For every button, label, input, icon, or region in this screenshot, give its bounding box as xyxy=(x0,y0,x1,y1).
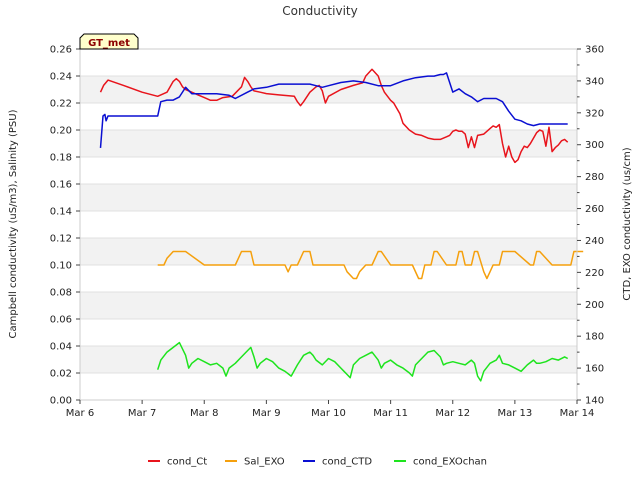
x-axis: Mar 6 Mar 7 Mar 8 Mar 9 Mar 10 Mar 11 Mar 12 Ma… xyxy=(66,400,595,419)
y-left-tick-label: 0.24 xyxy=(50,72,72,83)
y-axis-left: 0.00 0.02 0.04 0.06 0.08 0.10 0.12 0.14 0.16 0.18… xyxy=(50,45,80,407)
legend: cond_Ct Sal_EXO cond_CTD cond_EXOchan xyxy=(148,457,487,468)
y-axis-left-title: Campbell conductivity (uS/m3), Salinity … xyxy=(8,109,19,338)
y-left-tick-label: 0.04 xyxy=(50,342,72,353)
y-right-tick-label: 180 xyxy=(585,332,604,343)
legend-item-cond-ct: cond_Ct xyxy=(148,457,207,468)
y-right-tick-label: 240 xyxy=(585,236,604,247)
series-line-cond-ct xyxy=(99,68,569,164)
x-tick-label: Mar 8 xyxy=(190,408,218,419)
grid-bands xyxy=(80,75,577,401)
gt-met-badge: GT_met xyxy=(79,33,139,50)
y-left-tick-label: 0.06 xyxy=(50,315,72,326)
x-tick-label: Mar 7 xyxy=(128,408,156,419)
legend-item-sal-exo: Sal_EXO xyxy=(225,457,285,468)
grid-band xyxy=(80,76,577,103)
legend-item-cond-exochan: cond_EXOchan xyxy=(394,457,487,468)
badge-label: GT_met xyxy=(88,38,130,49)
legend-label: cond_CTD xyxy=(322,457,372,468)
grid-band xyxy=(80,130,577,157)
y-right-tick-label: 140 xyxy=(585,396,604,407)
y-left-tick-label: 0.14 xyxy=(50,207,72,218)
y-axis-right-title: CTD, EXO conductivity (us/cm) xyxy=(622,147,633,300)
legend-label: cond_EXOchan xyxy=(413,457,487,468)
x-tick-label: Mar 12 xyxy=(435,408,470,419)
series-line-cond-ctd xyxy=(99,72,568,148)
y-right-tick-label: 300 xyxy=(585,140,604,151)
y-left-tick-label: 0.26 xyxy=(50,45,72,56)
y-right-tick-label: 320 xyxy=(585,108,604,119)
series-line-sal-exo xyxy=(157,250,584,280)
y-left-tick-label: 0.22 xyxy=(50,99,72,110)
y-left-tick-label: 0.12 xyxy=(50,234,72,245)
grid-band xyxy=(80,292,577,319)
legend-label: cond_Ct xyxy=(167,457,207,468)
y-left-tick-label: 0.18 xyxy=(50,153,72,164)
y-left-tick-label: 0.16 xyxy=(50,180,72,191)
y-left-tick-label: 0.02 xyxy=(50,369,72,380)
x-tick-label: Mar 6 xyxy=(66,408,94,419)
y-right-tick-label: 160 xyxy=(585,364,604,375)
y-left-tick-label: 0.20 xyxy=(50,126,72,137)
y-right-tick-label: 360 xyxy=(585,45,604,56)
grid-band xyxy=(80,238,577,265)
y-left-tick-label: 0.10 xyxy=(50,261,72,272)
x-tick-label: Mar 9 xyxy=(252,408,280,419)
x-tick-label: Mar 11 xyxy=(373,408,408,419)
x-tick-label: Mar 10 xyxy=(311,408,346,419)
grid-band xyxy=(80,184,577,211)
chart-title: Conductivity xyxy=(282,4,357,18)
y-right-tick-label: 200 xyxy=(585,300,604,311)
y-left-tick-label: 0.00 xyxy=(50,396,72,407)
series-layer xyxy=(99,68,584,382)
plot-background xyxy=(80,49,577,400)
series-line-cond-exochan xyxy=(156,341,569,382)
legend-label: Sal_EXO xyxy=(244,457,285,468)
x-tick-label: Mar 13 xyxy=(497,408,532,419)
y-right-tick-label: 340 xyxy=(585,76,604,87)
legend-item-cond-ctd: cond_CTD xyxy=(303,457,372,468)
x-tick-label: Mar 14 xyxy=(560,408,595,419)
y-right-tick-label: 260 xyxy=(585,204,604,215)
y-right-tick-label: 280 xyxy=(585,172,604,183)
y-left-tick-label: 0.08 xyxy=(50,288,72,299)
y-axis-right: 140 160 180 200 220 240 260 280 300 320 340 360 xyxy=(577,45,604,407)
y-right-tick-label: 220 xyxy=(585,268,604,279)
